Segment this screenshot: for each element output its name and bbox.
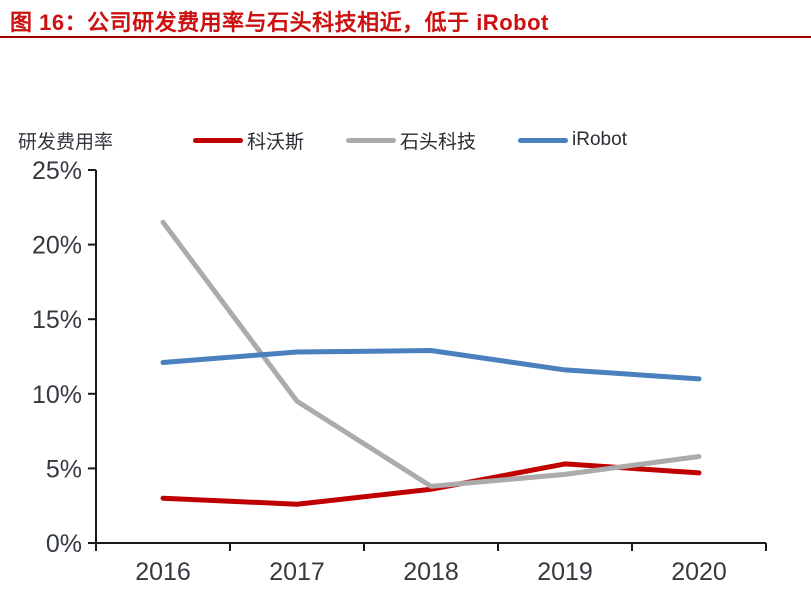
legend-swatch-roborock	[346, 137, 397, 143]
y-tick-label: 25%	[32, 157, 82, 185]
legend-item-ecovacs: 科沃斯	[193, 127, 304, 154]
series-line-irobot	[160, 348, 702, 382]
legend-row: 研发费用率 科沃斯 石头科技 iRobot	[18, 126, 669, 154]
legend-label-roborock: 石头科技	[400, 131, 477, 153]
title-divider	[0, 36, 811, 38]
legend-swatch-irobot	[518, 137, 569, 143]
y-tick-label: 10%	[32, 381, 82, 409]
y-tick-label: 0%	[46, 530, 82, 558]
x-tick-label: 2018	[403, 558, 459, 586]
x-tick-label: 2016	[135, 558, 191, 586]
y-axis-title: 研发费用率	[18, 131, 114, 153]
x-tick-label: 2019	[537, 558, 593, 586]
legend-item-roborock: 石头科技	[346, 127, 476, 154]
y-tick-label: 15%	[32, 306, 82, 334]
series-line-roborock	[160, 219, 702, 489]
y-tick-label: 20%	[32, 232, 82, 260]
legend-item-irobot: iRobot	[518, 129, 627, 151]
legend-label-irobot: iRobot	[572, 129, 627, 150]
figure-title: 图 16：公司研发费用率与石头科技相近，低于 iRobot	[10, 10, 549, 35]
x-tick-label: 2017	[269, 558, 325, 586]
x-tick-label: 2020	[671, 558, 727, 586]
legend-swatch-ecovacs	[193, 137, 244, 143]
y-tick-label: 5%	[46, 455, 82, 483]
legend-label-ecovacs: 科沃斯	[247, 131, 305, 153]
